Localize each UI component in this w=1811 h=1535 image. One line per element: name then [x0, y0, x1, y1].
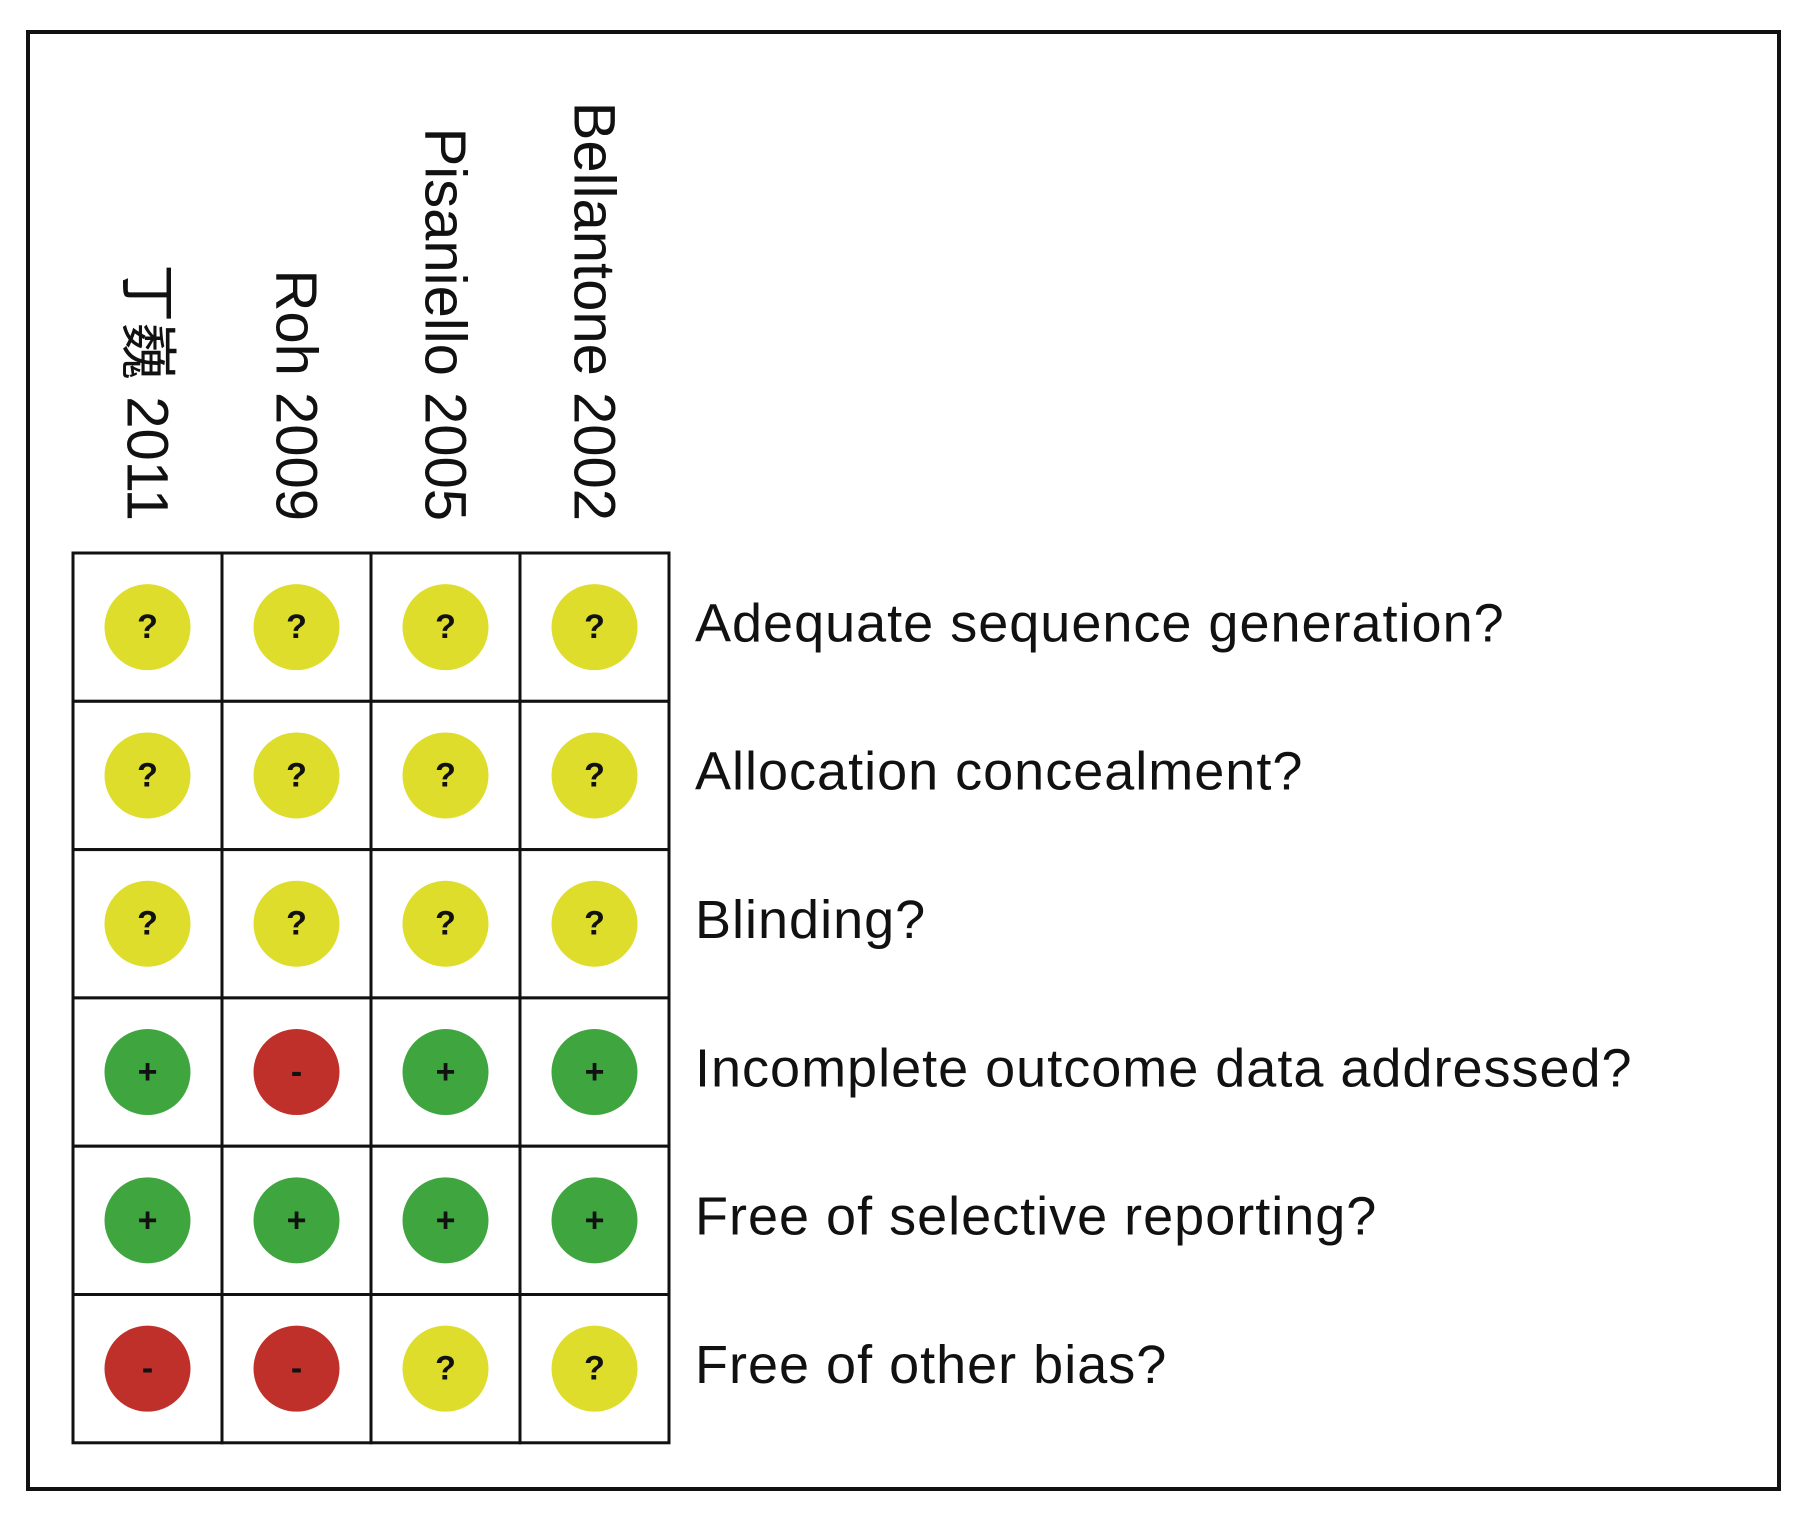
- study-label: Bellantone 2002: [562, 102, 627, 521]
- judgment-dot: [104, 880, 191, 967]
- judgment-symbol: +: [585, 1201, 605, 1239]
- domain-label: Adequate sequence generation?: [695, 593, 1505, 653]
- judgment-symbol: +: [436, 1201, 456, 1239]
- judgment-dot: [551, 732, 638, 819]
- cell: [220, 1144, 373, 1296]
- judgment-dot: [104, 1325, 191, 1412]
- study-label: Roh 2009: [264, 269, 329, 521]
- study-label: 丁巍 2011: [115, 264, 180, 521]
- domain-label: Free of other bias?: [695, 1335, 1167, 1395]
- judgment-symbol: ?: [286, 608, 307, 646]
- judgment-dot: [104, 732, 191, 819]
- judgment-dot: [402, 1325, 489, 1412]
- judgment-symbol: ?: [286, 905, 307, 943]
- judgment-symbol: ?: [137, 608, 158, 646]
- judgment-symbol: ?: [137, 905, 158, 943]
- judgment-dot: [253, 1177, 340, 1264]
- judgment-dot: [402, 880, 489, 967]
- judgment-dot: [104, 584, 191, 671]
- judgment-dot: [104, 1177, 191, 1264]
- judgment-dot: [253, 880, 340, 967]
- judgment-dot: [253, 584, 340, 671]
- judgment-dot: [253, 1325, 340, 1412]
- judgment-symbol: +: [436, 1053, 456, 1091]
- domain-label: Blinding?: [695, 890, 926, 950]
- judgment-symbol: ?: [584, 905, 605, 943]
- judgment-symbol: +: [585, 1053, 605, 1091]
- judgment-dot: [402, 1029, 489, 1116]
- judgment-symbol: +: [138, 1201, 158, 1239]
- judgment-symbol: ?: [435, 1350, 456, 1388]
- judgment-symbol: ?: [435, 608, 456, 646]
- judgment-symbol: -: [291, 1053, 302, 1091]
- study-label: Pisaniello 2005: [413, 128, 478, 521]
- judgment-dot: [253, 1029, 340, 1116]
- judgment-symbol: +: [287, 1201, 307, 1239]
- judgment-symbol: ?: [584, 608, 605, 646]
- judgment-symbol: ?: [435, 905, 456, 943]
- cell: [369, 848, 522, 1000]
- judgment-dot: [551, 1029, 638, 1116]
- judgment-symbol: +: [138, 1053, 158, 1091]
- judgment-dot: [402, 732, 489, 819]
- judgment-dot: [402, 584, 489, 671]
- judgment-symbol: -: [291, 1350, 302, 1388]
- judgment-symbol: ?: [584, 1350, 605, 1388]
- judgment-dot: [551, 880, 638, 967]
- judgment-symbol: ?: [435, 756, 456, 794]
- judgment-dot: [253, 732, 340, 819]
- judgment-dot: [104, 1029, 191, 1116]
- domain-label: Incomplete outcome data addressed?: [695, 1038, 1633, 1098]
- judgment-symbol: ?: [137, 756, 158, 794]
- judgment-dot: [551, 1177, 638, 1264]
- judgment-symbol: ?: [584, 756, 605, 794]
- judgment-symbol: ?: [286, 756, 307, 794]
- domain-label: Free of selective reporting?: [695, 1187, 1377, 1247]
- judgment-symbol: -: [142, 1350, 153, 1388]
- judgment-dot: [551, 584, 638, 671]
- domain-label: Allocation concealment?: [695, 742, 1303, 802]
- judgment-dot: [402, 1177, 489, 1264]
- judgment-dot: [551, 1325, 638, 1412]
